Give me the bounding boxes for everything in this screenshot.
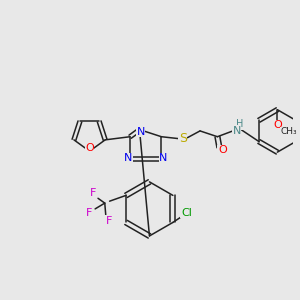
Text: F: F [90, 188, 96, 199]
Text: N: N [136, 127, 145, 136]
Text: F: F [86, 208, 92, 218]
Text: CH₃: CH₃ [280, 128, 297, 136]
Text: Cl: Cl [181, 208, 192, 218]
Text: H: H [236, 119, 243, 129]
Text: N: N [159, 154, 167, 164]
Text: F: F [105, 215, 112, 226]
Text: N: N [124, 154, 132, 164]
Text: S: S [178, 132, 187, 145]
Text: O: O [273, 120, 282, 130]
Text: N: N [232, 126, 241, 136]
Text: O: O [85, 143, 94, 153]
Text: O: O [218, 145, 226, 155]
